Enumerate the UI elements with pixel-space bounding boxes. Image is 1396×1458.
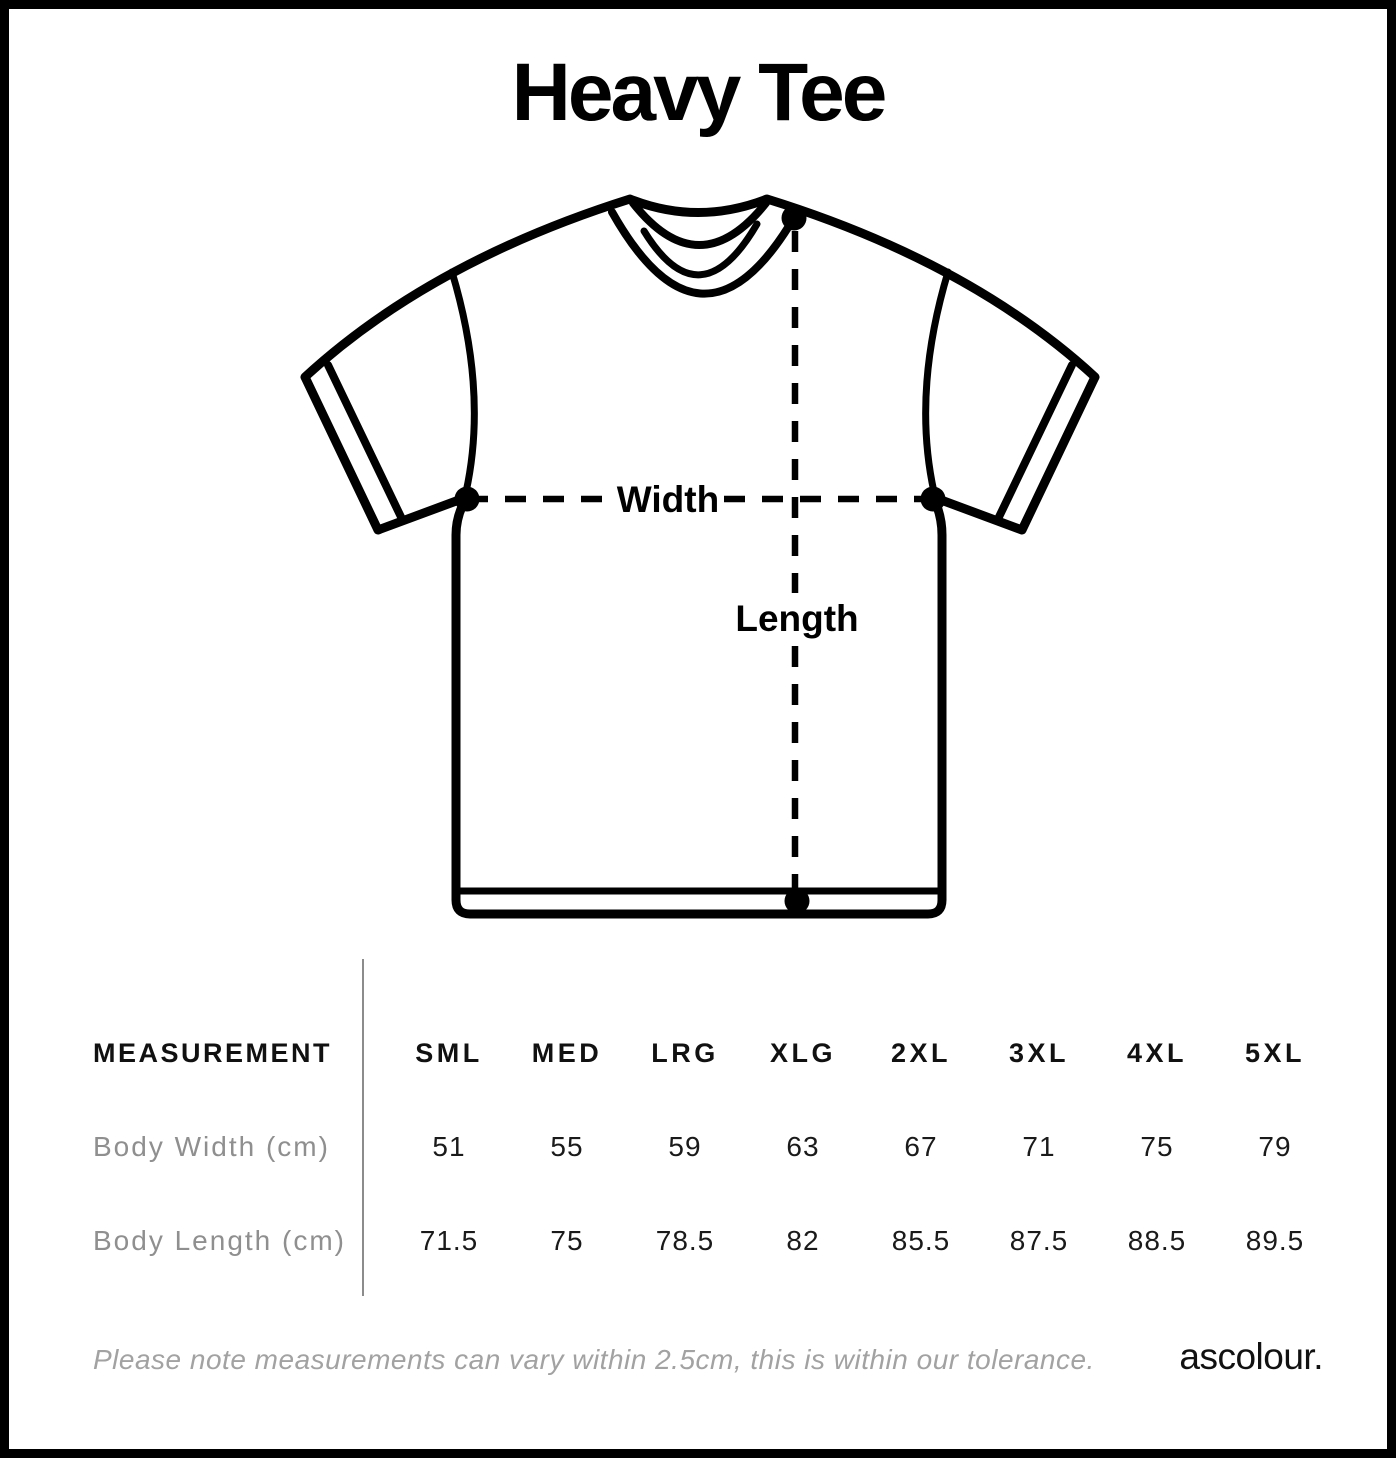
- body-width-value-med: 55: [550, 1131, 584, 1162]
- neck-point-dot: [781, 205, 807, 231]
- left-armhole-seam: [448, 268, 478, 496]
- table-header-row: MEASUREMENT SML MED LRG XLG 2XL 3XL 4XL …: [0, 1006, 1396, 1100]
- column-header-measurement: MEASUREMENT: [93, 1037, 333, 1068]
- body-length-value-2xl: 85.5: [891, 1225, 951, 1256]
- body-length-value-sml: 71.5: [419, 1225, 479, 1256]
- left-armpit-dot: [454, 486, 480, 512]
- size-table: MEASUREMENT SML MED LRG XLG 2XL 3XL 4XL …: [0, 959, 1396, 1296]
- page-title: Heavy Tee: [511, 47, 888, 138]
- column-header-xlg: XLG: [769, 1037, 836, 1068]
- right-armpit-dot: [920, 486, 946, 512]
- row-label-body-width: Body Width (cm): [93, 1131, 330, 1162]
- width-measure-label: Width: [617, 479, 719, 520]
- table-row-body-width: Body Width (cm) 51 55 59 63 67 71 75 79: [0, 1100, 1396, 1194]
- right-armhole-seam: [922, 268, 952, 496]
- column-header-med: MED: [531, 1037, 603, 1068]
- row-label-body-length: Body Length (cm): [93, 1225, 346, 1256]
- collar-outer-curve: [608, 208, 793, 298]
- body-width-value-xlg: 63: [786, 1131, 820, 1162]
- hem-point-dot: [784, 888, 810, 914]
- column-header-lrg: LRG: [651, 1037, 719, 1068]
- tee-measurement-diagram: Width Length: [300, 194, 1100, 919]
- table-row-body-length: Body Length (cm) 71.5 75 78.5 82 85.5 87…: [0, 1194, 1396, 1288]
- body-length-value-4xl: 88.5: [1127, 1225, 1187, 1256]
- body-width-value-4xl: 75: [1140, 1131, 1174, 1162]
- body-width-value-sml: 51: [432, 1131, 466, 1162]
- column-header-3xl: 3XL: [1008, 1037, 1070, 1068]
- tolerance-note: Please note measurements can vary within…: [93, 1344, 1095, 1375]
- collar-stitch-curve: [640, 220, 761, 279]
- tee-outline-shape: [300, 194, 1100, 919]
- body-length-value-lrg: 78.5: [655, 1225, 715, 1256]
- body-width-value-lrg: 59: [668, 1131, 702, 1162]
- left-cuff-inner-line: [324, 361, 406, 523]
- body-length-value-xlg: 82: [786, 1225, 820, 1256]
- body-length-value-5xl: 89.5: [1245, 1225, 1305, 1256]
- table-divider: [362, 959, 364, 1296]
- body-length-value-med: 75: [550, 1225, 584, 1256]
- collar-inner-curve: [629, 199, 770, 249]
- body-width-value-3xl: 71: [1022, 1131, 1056, 1162]
- column-header-5xl: 5XL: [1244, 1037, 1306, 1068]
- body-width-value-2xl: 67: [904, 1131, 938, 1162]
- column-header-2xl: 2XL: [890, 1037, 952, 1068]
- column-header-sml: SML: [415, 1037, 483, 1068]
- body-length-value-3xl: 87.5: [1009, 1225, 1069, 1256]
- footer: Please note measurements can vary within…: [93, 1336, 1323, 1378]
- column-header-4xl: 4XL: [1126, 1037, 1188, 1068]
- body-width-value-5xl: 79: [1258, 1131, 1292, 1162]
- brand-logo: ascolour.: [1179, 1336, 1323, 1377]
- length-measure-label: Length: [735, 598, 858, 639]
- right-cuff-inner-line: [994, 361, 1076, 523]
